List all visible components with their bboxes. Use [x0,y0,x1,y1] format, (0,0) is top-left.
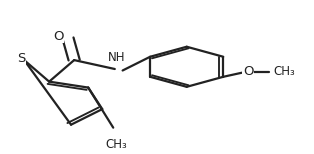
Text: CH₃: CH₃ [106,138,127,151]
Text: CH₃: CH₃ [273,65,295,78]
Text: NH: NH [108,51,125,64]
Text: O: O [243,65,253,78]
Text: S: S [17,52,25,65]
Text: O: O [53,30,64,43]
